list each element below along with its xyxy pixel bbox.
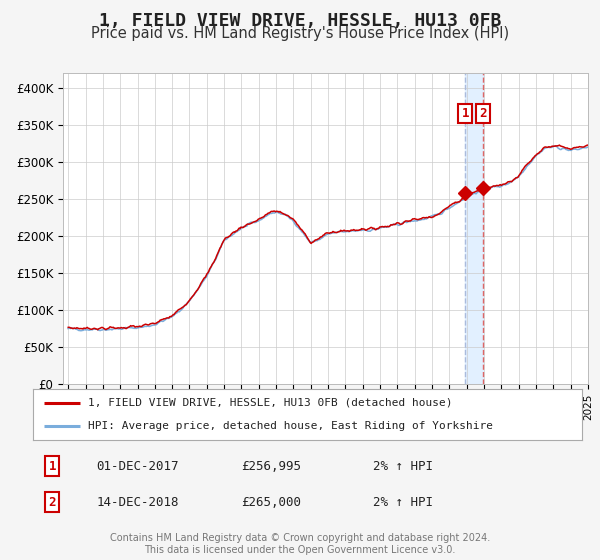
Text: HPI: Average price, detached house, East Riding of Yorkshire: HPI: Average price, detached house, East… — [88, 421, 493, 431]
Text: 2% ↑ HPI: 2% ↑ HPI — [373, 496, 433, 509]
Text: 1, FIELD VIEW DRIVE, HESSLE, HU13 0FB (detached house): 1, FIELD VIEW DRIVE, HESSLE, HU13 0FB (d… — [88, 398, 452, 408]
Bar — [465, 73, 484, 384]
Text: 1: 1 — [49, 460, 56, 473]
Text: 14-DEC-2018: 14-DEC-2018 — [96, 496, 179, 509]
Text: 1: 1 — [461, 107, 469, 120]
Text: 2% ↑ HPI: 2% ↑ HPI — [373, 460, 433, 473]
Text: 01-DEC-2017: 01-DEC-2017 — [96, 460, 179, 473]
Text: 2: 2 — [479, 107, 487, 120]
Text: £256,995: £256,995 — [242, 460, 302, 473]
Text: £265,000: £265,000 — [242, 496, 302, 509]
Text: 2: 2 — [49, 496, 56, 509]
Text: 1, FIELD VIEW DRIVE, HESSLE, HU13 0FB: 1, FIELD VIEW DRIVE, HESSLE, HU13 0FB — [99, 12, 501, 30]
Text: Price paid vs. HM Land Registry's House Price Index (HPI): Price paid vs. HM Land Registry's House … — [91, 26, 509, 41]
Text: This data is licensed under the Open Government Licence v3.0.: This data is licensed under the Open Gov… — [145, 545, 455, 556]
Text: Contains HM Land Registry data © Crown copyright and database right 2024.: Contains HM Land Registry data © Crown c… — [110, 533, 490, 543]
